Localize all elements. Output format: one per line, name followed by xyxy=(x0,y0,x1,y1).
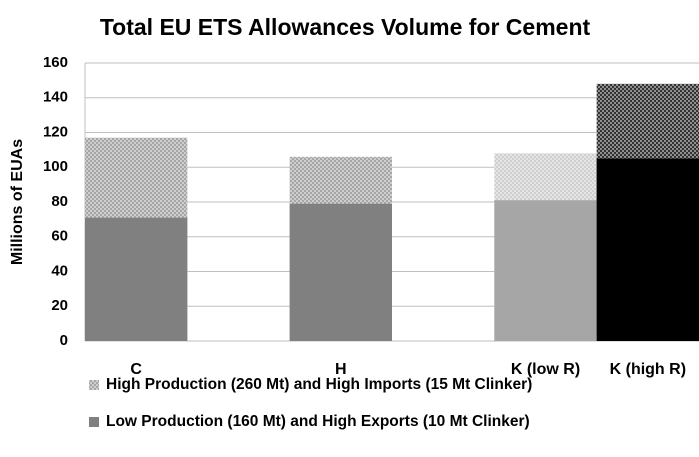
y-tick-label: 40 xyxy=(51,262,68,279)
y-tick-label: 160 xyxy=(43,54,68,71)
y-tick-label: 80 xyxy=(51,193,68,210)
y-tick-label: 120 xyxy=(43,123,68,140)
y-tick-label: 140 xyxy=(43,89,68,106)
legend-label: High Production (260 Mt) and High Import… xyxy=(106,376,532,393)
bar xyxy=(289,203,392,341)
y-axis-label: Millions of EUAs xyxy=(9,139,26,265)
y-tick-label: 0 xyxy=(60,332,68,349)
y-tick-label: 20 xyxy=(51,297,68,314)
x-tick-label: H xyxy=(335,361,347,378)
chart-title: Total EU ETS Allowances Volume for Cemen… xyxy=(100,14,591,40)
x-tick-label: C xyxy=(130,361,142,378)
bar xyxy=(596,158,699,341)
x-tick-label: K (low R) xyxy=(511,361,580,378)
y-tick-label: 100 xyxy=(43,158,68,175)
x-tick-label: K (high R) xyxy=(610,361,686,378)
legend-swatch xyxy=(89,417,99,427)
legend-label: Low Production (160 Mt) and High Exports… xyxy=(106,413,530,430)
bar xyxy=(85,217,188,341)
bar xyxy=(494,200,597,341)
y-tick-label: 60 xyxy=(51,228,68,245)
legend-swatch xyxy=(89,380,99,390)
